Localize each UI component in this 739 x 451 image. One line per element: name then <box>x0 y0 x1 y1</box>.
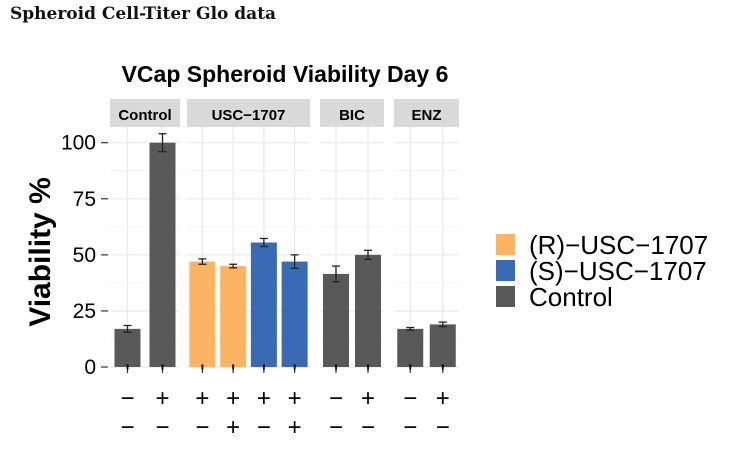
treatment-sign: + <box>155 385 169 412</box>
facet-strip-label: USC−1707 <box>212 107 286 124</box>
treatment-sign: + <box>257 385 271 412</box>
facet-panel-usc-1707: USC−1707'+−'++'+−'++ <box>187 99 310 441</box>
treatment-sign: ' <box>366 360 371 387</box>
facet-strip <box>187 99 310 130</box>
bar <box>220 266 247 367</box>
bar <box>323 273 349 367</box>
treatment-sign: ' <box>200 360 205 387</box>
treatment-sign: − <box>329 385 343 412</box>
treatment-sign: + <box>361 385 375 412</box>
legend-label: Control <box>529 282 613 312</box>
y-axis-label: Viability % <box>24 177 57 327</box>
y-tick-label: 25 <box>73 300 96 323</box>
treatment-sign: ' <box>160 360 165 387</box>
bar <box>114 328 141 367</box>
chart-title: VCap Spheroid Viability Day 6 <box>122 61 449 87</box>
facet-panel-bic: BIC'−−'+− <box>320 99 384 441</box>
facet-strip <box>110 99 180 130</box>
bar <box>355 254 381 367</box>
bar <box>281 261 308 367</box>
legend-label: (R)−USC−1707 <box>529 230 708 260</box>
y-tick-label: 0 <box>84 356 96 379</box>
treatment-sign: + <box>436 385 450 412</box>
bar <box>429 324 456 367</box>
legend-label: (S)−USC−1707 <box>529 256 707 286</box>
treatment-sign: − <box>155 414 169 441</box>
treatment-sign: − <box>361 414 375 441</box>
legend-swatch <box>496 260 515 281</box>
y-tick-label: 50 <box>73 244 96 267</box>
facet-panel-control: Control'−−'+− <box>110 99 180 441</box>
bar <box>149 142 176 367</box>
treatment-sign: ' <box>334 360 339 387</box>
treatment-sign: − <box>403 414 417 441</box>
treatment-sign: − <box>403 385 417 412</box>
facet-strip <box>394 99 459 130</box>
treatment-sign: − <box>257 414 271 441</box>
treatment-sign: ' <box>125 360 130 387</box>
treatment-sign: − <box>329 414 343 441</box>
y-tick-label: 100 <box>61 132 96 155</box>
legend-swatch <box>496 234 515 255</box>
y-tick-label: 75 <box>73 188 96 211</box>
treatment-sign: ' <box>408 360 413 387</box>
treatment-sign: − <box>120 385 134 412</box>
treatment-sign: − <box>436 414 450 441</box>
treatment-sign: − <box>195 414 209 441</box>
facet-strip <box>320 99 384 130</box>
treatment-sign: ' <box>231 360 236 387</box>
treatment-sign: ' <box>440 360 445 387</box>
y-axis: 0 25 50 75 100 <box>61 132 108 379</box>
bar <box>189 261 216 367</box>
treatment-sign: + <box>195 385 209 412</box>
bar <box>250 242 277 367</box>
treatment-sign: + <box>288 414 302 441</box>
facet-strip-label: BIC <box>339 107 365 124</box>
treatment-sign: + <box>288 385 302 412</box>
treatment-sign: ' <box>262 360 267 387</box>
legend-swatch <box>496 286 515 307</box>
treatment-sign: ' <box>292 360 297 387</box>
treatment-sign: − <box>120 414 134 441</box>
facet-strip-label: Control <box>118 107 171 124</box>
treatment-sign: + <box>226 414 240 441</box>
treatment-sign: + <box>226 385 240 412</box>
page-heading: Spheroid Cell-Titer Glo data <box>10 4 277 24</box>
facet-panel-enz: ENZ'−−'+− <box>394 99 459 441</box>
facet-strip-label: ENZ <box>412 107 442 124</box>
bar <box>397 328 424 367</box>
